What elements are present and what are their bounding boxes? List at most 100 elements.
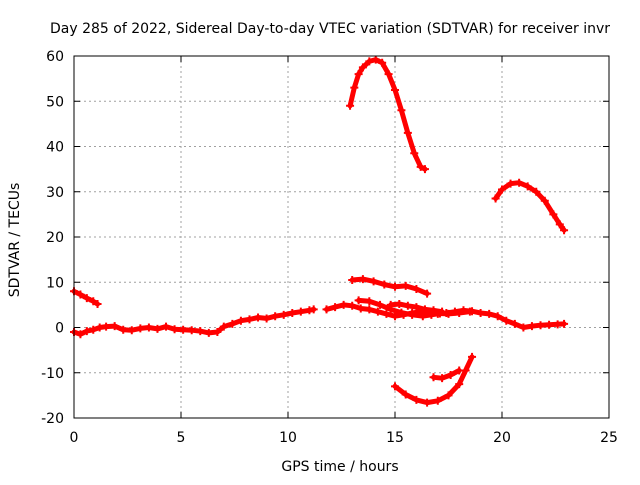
data-point — [391, 282, 399, 291]
data-point — [93, 299, 102, 308]
data-point — [365, 57, 374, 66]
axes: 0 5 10 15 20 25 -20 -10 0 10 20 30 40 50 60 — [41, 49, 618, 446]
data-point — [322, 305, 331, 314]
data-point — [309, 305, 318, 314]
data-point — [204, 328, 213, 337]
data-point — [438, 374, 447, 383]
data-point — [401, 281, 410, 290]
data-point — [455, 366, 464, 375]
data-point — [420, 305, 429, 314]
data-point — [510, 319, 519, 328]
x-tick-label: 25 — [600, 430, 618, 446]
x-tick-label: 10 — [279, 430, 297, 446]
data-point — [371, 55, 380, 64]
y-tick-label: 40 — [46, 140, 64, 156]
data-point — [502, 316, 511, 325]
data-point — [455, 309, 464, 318]
data-point — [468, 352, 477, 361]
data-point — [412, 395, 421, 404]
data-point — [296, 307, 305, 316]
data-point — [549, 210, 558, 219]
data-point — [397, 106, 406, 115]
data-point — [187, 326, 196, 335]
data-point — [423, 289, 432, 298]
chart-title: Day 285 of 2022, Sidereal Day-to-day VTE… — [50, 21, 610, 37]
data-point — [493, 312, 502, 321]
data-point — [89, 325, 98, 334]
data-point — [391, 382, 399, 391]
data-point — [162, 322, 171, 331]
x-tick-label: 0 — [70, 430, 79, 446]
data-point — [523, 182, 532, 191]
data-point — [485, 309, 494, 318]
y-tick-label: 0 — [55, 321, 64, 337]
data-point — [288, 309, 297, 318]
data-point — [153, 324, 162, 333]
series-seg8 — [391, 352, 477, 407]
data-point — [429, 373, 438, 382]
data-point — [89, 297, 98, 306]
data-point — [110, 322, 119, 331]
series-seg5 — [386, 299, 447, 316]
data-point — [136, 324, 145, 333]
data-point — [245, 315, 254, 324]
data-point — [429, 306, 438, 315]
data-point — [476, 309, 485, 318]
y-axis-label: SDTVAR / TECUs — [7, 183, 23, 298]
data-point — [420, 165, 429, 174]
data-point — [348, 275, 357, 284]
data-point — [350, 83, 359, 92]
data-point — [555, 220, 564, 229]
series-line-seg10 — [493, 180, 567, 233]
data-point — [279, 310, 288, 319]
data-series — [70, 55, 569, 407]
data-point — [354, 296, 363, 305]
data-point — [410, 149, 419, 158]
data-point — [433, 396, 442, 405]
data-point — [82, 294, 91, 303]
data-point — [403, 301, 412, 310]
data-point — [170, 325, 179, 334]
data-point — [438, 307, 447, 316]
data-point — [386, 300, 395, 309]
data-point — [491, 194, 500, 203]
data-point — [346, 101, 355, 110]
data-point — [444, 309, 453, 318]
data-point — [515, 178, 524, 187]
data-point — [127, 326, 136, 335]
data-point — [339, 300, 348, 309]
data-point — [228, 319, 237, 328]
series-seg6 — [348, 275, 432, 298]
data-point — [179, 325, 188, 334]
data-point — [76, 290, 85, 299]
data-point — [82, 327, 91, 336]
data-point — [465, 307, 474, 316]
data-point — [540, 196, 549, 205]
series-seg10 — [491, 178, 569, 235]
data-point — [401, 390, 410, 399]
data-point — [403, 128, 412, 137]
series-line-seg9 — [431, 368, 462, 381]
data-point — [527, 322, 536, 331]
data-point — [213, 328, 222, 337]
x-tick-label: 20 — [493, 430, 511, 446]
series-seg1 — [70, 287, 102, 308]
data-point — [331, 303, 340, 312]
data-point — [378, 58, 387, 67]
data-point — [144, 323, 153, 332]
data-point — [76, 330, 85, 339]
data-point — [102, 322, 111, 331]
data-point — [365, 305, 374, 314]
data-point — [446, 371, 455, 380]
data-point — [365, 297, 374, 306]
data-point — [271, 312, 280, 321]
data-point — [412, 303, 421, 312]
data-point — [423, 398, 432, 407]
data-point — [373, 307, 382, 316]
y-tick-label: 20 — [46, 230, 64, 246]
series-seg7 — [346, 55, 429, 174]
data-point — [254, 313, 263, 322]
y-tick-label: 30 — [46, 185, 64, 201]
data-point — [219, 322, 228, 331]
